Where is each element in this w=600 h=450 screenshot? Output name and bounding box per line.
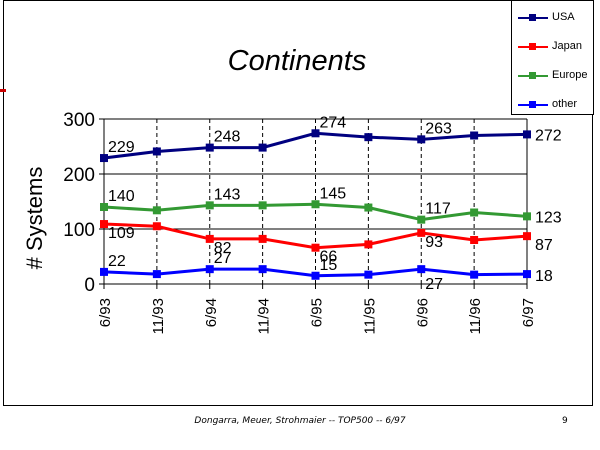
- data-point-usa: [152, 147, 161, 156]
- data-label: 274: [320, 114, 347, 131]
- page-number: 9: [562, 416, 568, 426]
- data-point-other: [523, 270, 531, 279]
- data-point-europe: [100, 203, 108, 211]
- data-point-japan: [152, 222, 161, 231]
- data-point-japan: [100, 220, 108, 229]
- data-point-europe: [205, 201, 214, 210]
- data-label: 87: [535, 237, 553, 254]
- data-point-other: [470, 270, 479, 279]
- data-point-other: [417, 265, 426, 274]
- data-point-europe: [417, 215, 426, 224]
- legend-item-usa: USA: [518, 11, 594, 25]
- data-label: 18: [535, 268, 553, 285]
- data-point-other: [258, 265, 267, 274]
- data-point-japan: [311, 243, 320, 252]
- data-label: 117: [425, 201, 451, 218]
- data-label: 66: [320, 249, 338, 266]
- data-label: 15: [320, 257, 338, 274]
- data-point-japan: [470, 236, 479, 244]
- data-label: 143: [214, 186, 241, 203]
- data-point-usa: [311, 129, 320, 138]
- data-label: 140: [108, 188, 135, 205]
- x-tick-label: 6/97: [520, 298, 537, 327]
- data-point-japan: [364, 240, 373, 249]
- data-point-japan: [523, 232, 531, 241]
- data-point-europe: [258, 201, 267, 210]
- data-point-europe: [152, 206, 161, 215]
- data-label: 22: [108, 253, 126, 270]
- legend-item-europe: Europe: [518, 69, 594, 83]
- data-point-japan: [205, 234, 214, 243]
- y-axis-label: # Systems: [22, 167, 47, 270]
- data-point-europe: [364, 203, 373, 212]
- legend-marker: [529, 72, 536, 79]
- data-point-japan: [258, 234, 267, 243]
- data-label: 123: [535, 209, 562, 226]
- data-label: 145: [320, 185, 347, 202]
- data-point-other: [205, 265, 214, 274]
- y-tick-label: 100: [63, 220, 95, 241]
- data-label: 263: [425, 120, 452, 137]
- legend-label: Japan: [552, 40, 582, 52]
- data-point-usa: [364, 133, 373, 142]
- legend-item-japan: Japan: [518, 40, 594, 54]
- legend-item-other: other: [518, 98, 594, 112]
- data-label: 109: [108, 225, 135, 242]
- data-point-other: [364, 270, 373, 279]
- red-accent-mark: [0, 89, 6, 92]
- data-label: 272: [535, 127, 562, 144]
- data-point-europe: [311, 200, 320, 209]
- data-point-usa: [470, 131, 479, 140]
- data-point-other: [152, 270, 161, 279]
- y-tick-label: 300: [63, 110, 95, 131]
- data-point-usa: [100, 154, 108, 163]
- y-tick-label: 0: [84, 275, 95, 296]
- data-point-other: [311, 271, 320, 280]
- x-tick-label: 6/95: [309, 298, 326, 327]
- data-point-europe: [523, 212, 531, 221]
- x-tick-label: 11/93: [150, 298, 167, 334]
- x-tick-label: 11/94: [256, 298, 273, 334]
- data-point-other: [100, 267, 108, 276]
- footer-text: Dongarra, Meuer, Strohmaier -- TOP500 --…: [194, 416, 406, 426]
- data-point-europe: [470, 208, 479, 217]
- y-tick-label: 200: [63, 165, 95, 186]
- x-tick-label: 11/96: [467, 298, 484, 334]
- legend-marker: [529, 43, 536, 50]
- x-tick-label: 11/95: [361, 298, 378, 334]
- legend-marker: [529, 101, 536, 108]
- data-point-japan: [417, 228, 426, 237]
- data-label: 248: [214, 129, 241, 146]
- data-label: 93: [425, 234, 443, 251]
- legend-label: USA: [552, 11, 575, 23]
- data-point-usa: [523, 130, 531, 139]
- data-point-usa: [205, 143, 214, 152]
- legend-label: Europe: [552, 69, 588, 81]
- legend: USA Japan Europe other: [511, 0, 594, 115]
- data-point-usa: [417, 135, 426, 144]
- data-label: 229: [108, 139, 135, 156]
- data-label: 27: [214, 250, 232, 267]
- x-tick-label: 6/93: [97, 298, 114, 327]
- data-point-usa: [258, 143, 267, 152]
- data-label: 27: [425, 276, 443, 293]
- legend-label: other: [552, 98, 578, 110]
- data-label: 82: [214, 240, 232, 257]
- legend-marker: [529, 14, 536, 21]
- x-tick-label: 6/94: [203, 298, 220, 327]
- line-chart: Continents # Systems 0 100 200 300 6/93 11/93 6/…: [22, 45, 562, 334]
- x-tick-label: 6/96: [414, 298, 431, 327]
- chart-title: Continents: [228, 45, 367, 77]
